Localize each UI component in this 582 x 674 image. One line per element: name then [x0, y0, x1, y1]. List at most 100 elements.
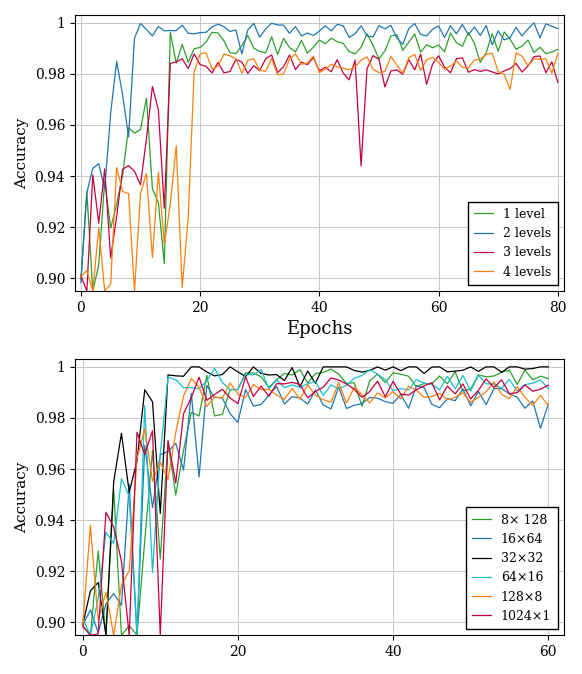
- 8× 128: [87, 632, 94, 640]
- 1024×1: [545, 381, 552, 389]
- 2 levels: [554, 25, 561, 33]
- 3 levels: [501, 67, 508, 75]
- 3 levels: [83, 287, 90, 295]
- 128×8: [110, 632, 117, 640]
- 1024×1: [196, 373, 203, 381]
- 64×16: [498, 384, 505, 392]
- 1 level: [77, 276, 84, 284]
- 32×32: [498, 368, 505, 376]
- Legend: 8× 128, 16×64, 32×32, 64×16, 128×8, 1024×1: 8× 128, 16×64, 32×32, 64×16, 128×8, 1024…: [466, 508, 558, 629]
- Y-axis label: Accuracy: Accuracy: [15, 462, 29, 533]
- 16×64: [79, 621, 86, 630]
- Line: 2 levels: 2 levels: [81, 23, 558, 282]
- 8× 128: [343, 379, 350, 388]
- 1024×1: [258, 382, 265, 390]
- 1 level: [381, 47, 388, 55]
- 64×16: [196, 385, 203, 393]
- 128×8: [343, 399, 350, 407]
- 2 levels: [77, 278, 84, 286]
- Line: 1 level: 1 level: [81, 32, 558, 291]
- 64×16: [87, 632, 94, 640]
- 32×32: [203, 368, 210, 376]
- 2 levels: [530, 19, 537, 27]
- 1024×1: [79, 622, 86, 630]
- 4 levels: [203, 49, 210, 57]
- 64×16: [258, 366, 265, 374]
- 32×32: [374, 363, 381, 371]
- 128×8: [258, 386, 265, 394]
- 32×32: [343, 363, 350, 371]
- 16×64: [133, 632, 140, 640]
- 64×16: [211, 365, 218, 373]
- Y-axis label: Accuracy: Accuracy: [15, 117, 29, 189]
- 2 levels: [340, 22, 347, 30]
- 2 levels: [506, 34, 513, 42]
- Line: 128×8: 128×8: [83, 379, 548, 636]
- 2 levels: [429, 25, 436, 33]
- 4 levels: [388, 53, 395, 61]
- 8× 128: [180, 446, 187, 454]
- X-axis label: Epochs: Epochs: [286, 320, 353, 338]
- 16×64: [203, 381, 210, 390]
- 1 level: [89, 287, 96, 295]
- Line: 64×16: 64×16: [83, 369, 548, 636]
- Line: 32×32: 32×32: [83, 367, 548, 636]
- 3 levels: [477, 67, 484, 75]
- 1024×1: [343, 380, 350, 388]
- 32×32: [258, 369, 265, 377]
- 8× 128: [79, 621, 86, 630]
- 3 levels: [191, 50, 198, 58]
- 16×64: [180, 466, 187, 474]
- 3 levels: [441, 63, 448, 71]
- 4 levels: [77, 272, 84, 280]
- 2 levels: [489, 41, 496, 49]
- 4 levels: [501, 70, 508, 78]
- 16×64: [343, 404, 350, 412]
- 2 levels: [465, 31, 472, 39]
- 1 level: [519, 42, 526, 50]
- 64×16: [79, 615, 86, 623]
- Legend: 1 level, 2 levels, 3 levels, 4 levels: 1 level, 2 levels, 3 levels, 4 levels: [468, 202, 558, 285]
- 1 level: [471, 39, 478, 47]
- 3 levels: [352, 56, 359, 64]
- 16×64: [498, 385, 505, 393]
- 32×32: [188, 363, 195, 371]
- 3 levels: [554, 78, 561, 86]
- Line: 3 levels: 3 levels: [81, 54, 558, 291]
- Line: 1024×1: 1024×1: [83, 377, 548, 636]
- 128×8: [188, 375, 195, 383]
- 32×32: [180, 372, 187, 380]
- 1024×1: [87, 632, 94, 640]
- 1 level: [554, 45, 561, 53]
- 32×32: [102, 632, 109, 640]
- 8× 128: [498, 368, 505, 376]
- 1 level: [495, 47, 502, 55]
- 3 levels: [77, 272, 84, 280]
- 16×64: [258, 400, 265, 408]
- 4 levels: [352, 63, 359, 71]
- Line: 4 levels: 4 levels: [81, 53, 558, 291]
- 16×64: [196, 473, 203, 481]
- 128×8: [79, 623, 86, 631]
- 128×8: [180, 392, 187, 400]
- 1024×1: [498, 376, 505, 384]
- 128×8: [374, 389, 381, 397]
- 128×8: [545, 402, 552, 410]
- Line: 8× 128: 8× 128: [83, 369, 548, 636]
- 1 level: [435, 41, 442, 49]
- 64×16: [545, 384, 552, 392]
- 1 level: [501, 28, 508, 36]
- 8× 128: [328, 365, 335, 373]
- 128×8: [203, 402, 210, 410]
- 4 levels: [441, 65, 448, 73]
- 3 levels: [519, 68, 526, 76]
- 64×16: [180, 384, 187, 392]
- 4 levels: [519, 52, 526, 60]
- 1024×1: [180, 410, 187, 418]
- 16×64: [545, 400, 552, 408]
- 4 levels: [477, 55, 484, 63]
- 32×32: [79, 621, 86, 629]
- 64×16: [343, 381, 350, 390]
- 64×16: [374, 370, 381, 378]
- 8× 128: [196, 412, 203, 420]
